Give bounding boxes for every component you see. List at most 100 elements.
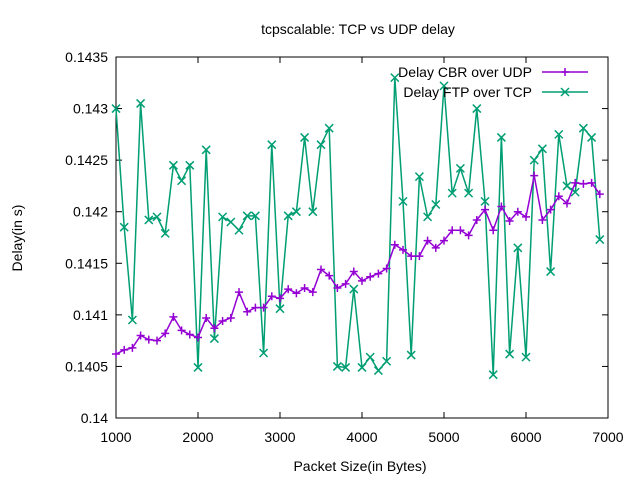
data-point <box>373 366 383 376</box>
data-point <box>284 285 293 294</box>
x-tick-label: 4000 <box>346 429 377 445</box>
data-point <box>324 123 334 133</box>
x-tick-label: 1000 <box>100 429 131 445</box>
data-point <box>333 284 342 293</box>
y-axis-title: Delay(in s) <box>9 205 25 272</box>
data-point <box>235 288 243 297</box>
data-point <box>579 179 588 188</box>
data-point <box>423 236 432 245</box>
data-point <box>349 267 358 276</box>
data-point <box>209 334 219 344</box>
data-point <box>488 370 498 380</box>
data-point <box>226 313 235 322</box>
data-point <box>382 264 391 273</box>
data-point <box>530 171 539 180</box>
x-tick-label: 5000 <box>428 429 459 445</box>
series-layer <box>111 73 605 380</box>
data-point <box>464 231 473 240</box>
data-point <box>563 199 571 208</box>
data-point <box>341 279 350 288</box>
series-0 <box>112 171 604 359</box>
data-point <box>505 349 515 359</box>
data-point <box>169 312 178 321</box>
y-tick-label: 0.1405 <box>65 358 108 374</box>
data-point <box>119 222 129 232</box>
data-point <box>251 303 260 312</box>
data-point <box>366 272 375 281</box>
data-point <box>456 226 465 235</box>
data-point <box>259 303 268 312</box>
data-point <box>431 199 441 210</box>
y-tick-label: 0.1415 <box>65 255 108 271</box>
data-point <box>300 132 310 142</box>
x-axis: 1000 2000 3000 4000 5000 6000 7000 <box>100 57 624 445</box>
data-point <box>317 265 325 274</box>
data-point <box>554 129 564 139</box>
data-point <box>136 331 145 340</box>
data-point <box>472 215 481 224</box>
data-point <box>365 352 375 362</box>
series-line <box>115 77 601 375</box>
data-point <box>153 336 161 345</box>
data-point <box>399 245 407 254</box>
data-point <box>194 333 202 342</box>
data-point <box>560 87 570 97</box>
legend-label: Delay CBR over UDP <box>398 64 532 80</box>
legend: Delay CBR over UDP Delay FTP over TCP <box>398 64 588 100</box>
data-point <box>234 225 244 235</box>
data-point <box>447 188 457 198</box>
data-point <box>562 181 572 191</box>
data-point <box>513 243 523 253</box>
data-point <box>414 172 424 182</box>
data-point <box>128 343 137 352</box>
data-point <box>521 352 531 362</box>
data-point <box>177 176 187 186</box>
data-point <box>226 217 236 227</box>
x-tick-label: 3000 <box>264 429 295 445</box>
x-tick-label: 6000 <box>510 429 541 445</box>
x-axis-title: Packet Size(in Bytes) <box>293 458 426 474</box>
data-point <box>398 196 408 206</box>
data-point <box>390 240 399 249</box>
y-tick-label: 0.141 <box>73 307 108 323</box>
chart-title: tcpscalable: TCP vs UDP delay <box>261 21 455 37</box>
data-point <box>201 145 211 155</box>
data-point <box>243 307 252 316</box>
data-point <box>578 123 588 133</box>
data-point <box>152 212 162 222</box>
data-point <box>242 211 252 221</box>
data-point <box>513 207 522 216</box>
data-point <box>283 211 293 221</box>
data-point <box>440 236 448 245</box>
data-point <box>177 326 186 335</box>
data-point <box>111 104 121 114</box>
data-point <box>571 178 580 187</box>
data-point <box>341 362 351 372</box>
data-point <box>112 350 120 359</box>
data-point <box>497 202 506 211</box>
data-point <box>522 212 530 221</box>
data-point <box>415 252 424 261</box>
x-tick-label: 2000 <box>182 429 213 445</box>
y-tick-label: 0.1425 <box>65 152 108 168</box>
data-point <box>276 294 284 303</box>
data-point <box>374 269 383 278</box>
data-point <box>595 190 604 199</box>
data-point <box>496 132 506 142</box>
y-axis: 0.14 0.1405 0.141 0.1415 0.142 0.1425 0.143 0.1… <box>65 49 608 426</box>
data-point <box>439 81 449 91</box>
data-point <box>431 243 440 252</box>
data-point <box>357 362 367 372</box>
data-point <box>136 98 146 108</box>
data-point <box>349 284 359 294</box>
data-point <box>210 324 219 333</box>
series-1 <box>111 73 605 380</box>
data-point <box>382 356 392 366</box>
data-point <box>267 140 277 150</box>
data-point <box>537 144 547 154</box>
data-point <box>546 205 555 214</box>
data-point <box>308 288 317 297</box>
data-point <box>554 192 563 201</box>
data-point <box>250 211 260 221</box>
